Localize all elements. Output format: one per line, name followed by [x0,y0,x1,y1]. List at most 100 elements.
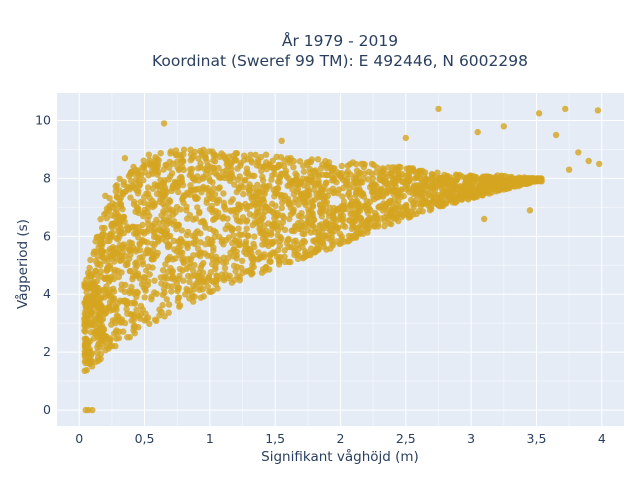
scatter-point [292,237,299,244]
scatter-point [212,281,220,288]
scatter-point [159,301,166,309]
scatter-point [144,278,152,285]
scatter-point [110,296,117,303]
scatter-point [188,165,196,173]
scatter-point [113,207,120,214]
scatter-point [135,171,142,179]
scatter-point [401,172,409,180]
scatter-point [343,205,350,213]
scatter-point [105,257,112,264]
scatter-point [370,161,377,169]
scatter-point [585,157,592,165]
scatter-point [295,201,302,208]
scatter-point [244,169,251,176]
scatter-point [112,319,119,327]
scatter-point [172,147,180,154]
scatter-point [180,277,187,284]
scatter-point [209,287,216,294]
scatter-point [216,256,223,263]
scatter-point [158,235,166,243]
scatter-point [149,185,157,192]
scatter-point [242,242,249,249]
scatter-point [387,170,395,177]
scatter-point [341,223,349,230]
scatter-point [274,232,281,239]
scatter-point [470,188,478,195]
scatter-point [315,246,322,253]
y-tick-label: 2 [43,344,51,359]
scatter-point [245,183,253,191]
scatter-point [464,190,472,197]
scatter-point [344,238,352,245]
scatter-point [86,308,93,315]
scatter-point [373,169,380,176]
scatter-point [338,162,345,170]
scatter-point [562,105,569,113]
scatter-point [161,177,168,184]
scatter-point [414,174,421,181]
scatter-point [178,227,186,234]
scatter-point [304,218,312,225]
scatter-point [139,261,147,268]
scatter-point [124,183,131,190]
scatter-point [107,265,114,272]
scatter-point [148,256,156,263]
scatter-point [355,187,362,194]
scatter-point [264,238,271,245]
scatter-point [166,164,173,171]
scatter-point [535,110,543,117]
scatter-point [141,317,148,324]
scatter-point [209,261,216,268]
scatter-point [142,310,149,317]
scatter-point [274,227,282,234]
scatter-point [177,173,185,181]
scatter-point [338,233,345,240]
scatter-point [575,149,582,156]
scatter-point [198,278,205,285]
chart-title-line2: Koordinat (Sweref 99 TM): E 492446, N 60… [152,52,528,70]
scatter-point [490,184,497,191]
scatter-point [249,221,256,229]
scatter-point [243,225,250,232]
scatter-point [197,230,204,237]
scatter-point [319,224,326,231]
scatter-point [322,179,330,187]
scatter-point [290,177,297,185]
scatter-point [517,175,525,183]
scatter-point [233,255,240,262]
scatter-point [153,155,161,163]
scatter-point [206,205,214,213]
scatter-point [197,284,204,291]
scatter-point [151,277,158,284]
scatter-point [371,209,379,217]
scatter-point [474,128,481,136]
scatter-point [526,207,534,214]
scatter-point [133,288,141,295]
scatter-point [116,328,123,335]
scatter-point [219,168,227,176]
scatter-point [236,277,243,284]
scatter-point [218,271,226,278]
scatter-point [269,239,277,246]
scatter-point [199,269,207,276]
scatter-point [205,273,213,280]
scatter-point [278,204,285,212]
scatter-point [159,200,167,207]
scatter-point [211,233,218,241]
scatter-point [360,175,367,182]
y-tick-label: 10 [35,113,51,128]
scatter-point [410,199,417,206]
scatter-point [114,224,122,231]
scatter-point [100,334,107,342]
scatter-point [163,221,171,228]
scatter-point [131,198,138,206]
scatter-point [504,183,511,190]
scatter-point [242,176,249,184]
scatter-point [145,225,152,233]
scatter-point [333,217,340,225]
scatter-point [369,175,377,182]
scatter-point [348,200,355,207]
scatter-point [485,190,493,197]
scatter-point [395,177,402,184]
